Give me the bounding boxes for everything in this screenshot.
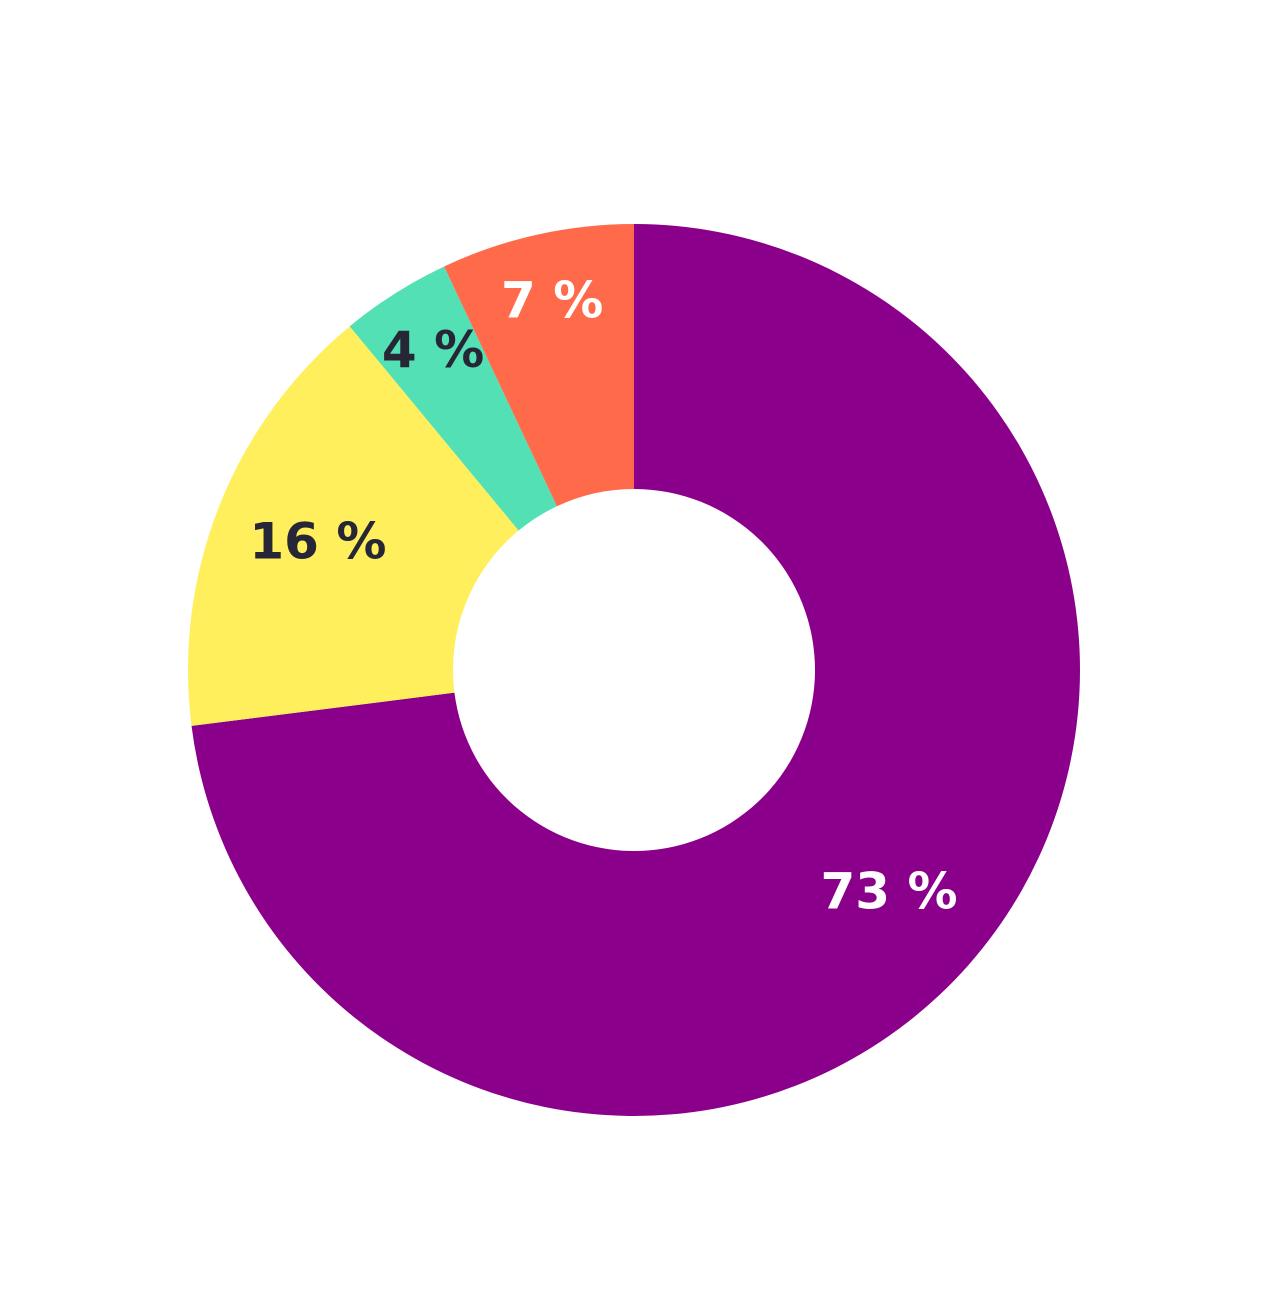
data-label: 16 % bbox=[249, 512, 386, 570]
data-label: 73 % bbox=[820, 862, 957, 920]
data-label: 7 % bbox=[501, 272, 603, 330]
donut-slice bbox=[444, 224, 634, 507]
donut-slice bbox=[188, 326, 519, 726]
data-label: 4 % bbox=[382, 321, 484, 379]
donut-slice bbox=[191, 224, 1080, 1116]
donut-slice bbox=[349, 266, 557, 531]
